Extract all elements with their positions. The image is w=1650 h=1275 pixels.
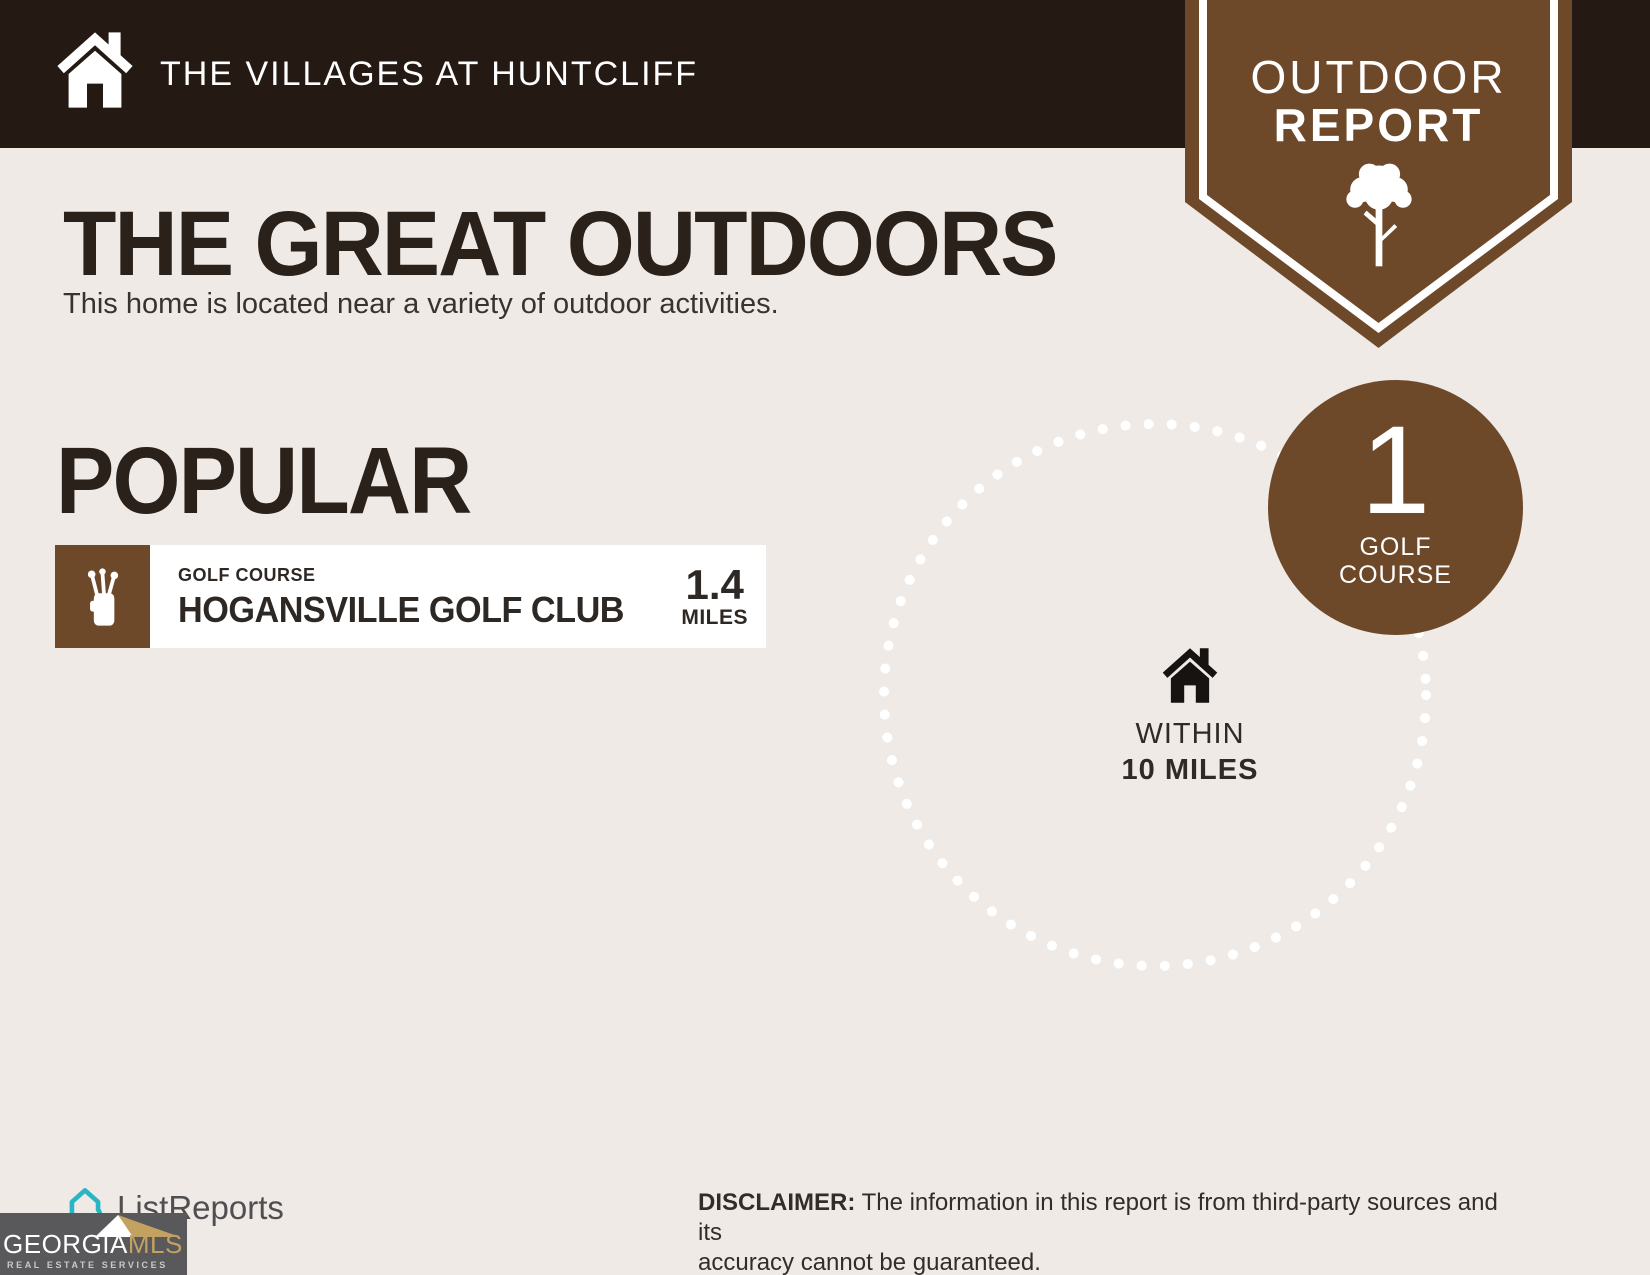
- page-title: THE GREAT OUTDOORS: [63, 193, 1058, 295]
- distance-unit: MILES: [681, 605, 748, 629]
- disclaimer: DISCLAIMER: The information in this repo…: [698, 1188, 1528, 1275]
- property-name: THE VILLAGES AT HUNTCLIFF: [160, 54, 699, 93]
- house-icon: [57, 32, 133, 108]
- georgia-mls-logo: GEORGIAMLS REAL ESTATE SERVICES: [0, 1213, 187, 1275]
- disclaimer-line2: accuracy cannot be guaranteed.: [698, 1249, 1041, 1275]
- house-icon: [1162, 648, 1218, 703]
- golf-bag-icon: [87, 567, 118, 626]
- outdoor-report-badge: OUTDOOR REPORT: [1185, 0, 1572, 348]
- mls-name-gold: MLS: [127, 1229, 183, 1259]
- tree-icon: [1346, 163, 1412, 267]
- radius-center-block: WITHIN 10 MILES: [1060, 648, 1320, 787]
- page-subtitle: This home is located near a variety of o…: [63, 288, 779, 320]
- item-name: HOGANSVILLE GOLF CLUB: [178, 589, 625, 630]
- item-distance: 1.4 MILES: [681, 545, 748, 648]
- golf-course-count-circle: 1 GOLF COURSE: [1268, 380, 1523, 635]
- mls-roof-icon: [95, 1215, 180, 1237]
- radius-dotted-ring: [879, 419, 1431, 971]
- category-icon-tile: [55, 545, 150, 648]
- count-value: 1: [1360, 401, 1431, 540]
- popular-item-card: GOLF COURSE HOGANSVILLE GOLF CLUB 1.4 MI…: [55, 545, 766, 648]
- within-label: WITHIN: [1135, 718, 1245, 750]
- mls-tagline: REAL ESTATE SERVICES: [7, 1260, 168, 1270]
- disclaimer-line1: The information in this report is from t…: [698, 1189, 1498, 1246]
- count-label-line2: COURSE: [1339, 561, 1452, 589]
- mls-name-white: GEORGIA: [3, 1229, 128, 1259]
- badge-line1: OUTDOOR: [1250, 51, 1507, 103]
- count-label-line1: GOLF: [1359, 533, 1432, 561]
- within-distance: 10 MILES: [1121, 754, 1259, 786]
- item-category: GOLF COURSE: [178, 565, 316, 585]
- disclaimer-label: DISCLAIMER:: [698, 1189, 856, 1216]
- badge-line2: REPORT: [1273, 99, 1484, 151]
- distance-value: 1.4: [685, 560, 744, 608]
- popular-heading: POPULAR: [56, 428, 472, 534]
